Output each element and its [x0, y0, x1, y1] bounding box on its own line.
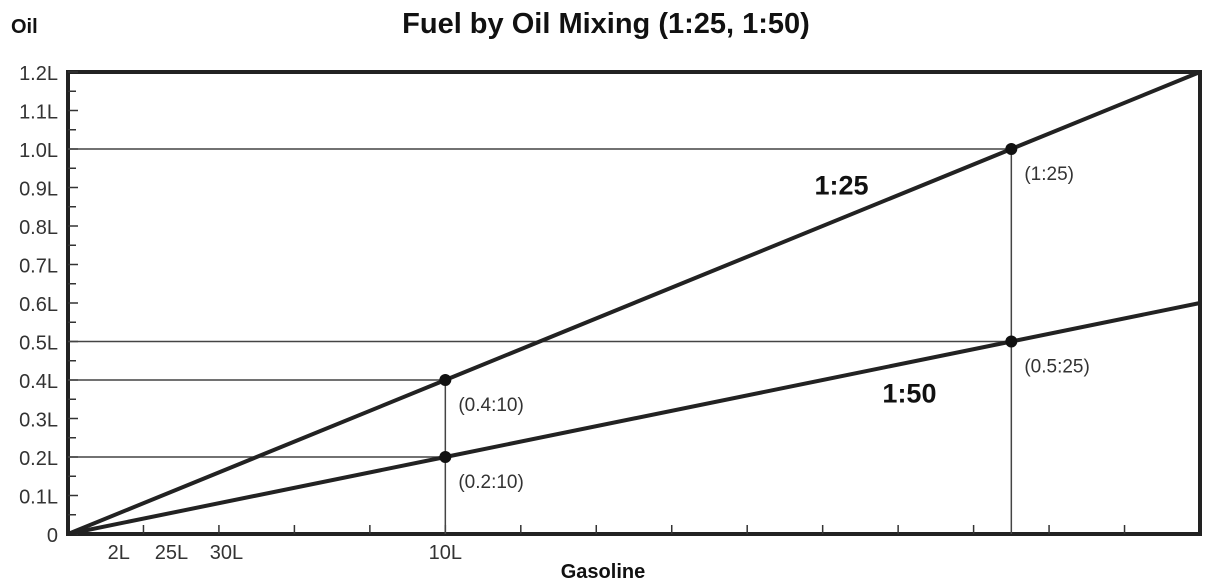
data-point [439, 451, 452, 463]
y-tick-label: 0.4L [19, 371, 58, 393]
data-point [1005, 335, 1018, 348]
y-axis-title: Oil [11, 16, 38, 38]
point-annotation: (0.4:10) [458, 395, 523, 416]
y-tick-label: 0 [47, 525, 58, 547]
point-annotation: (0.2:10) [458, 472, 523, 493]
chart-title: Fuel by Oil Mixing (1:25, 1:50) [402, 8, 810, 40]
point-annotation: (1:25) [1024, 164, 1074, 185]
y-tick-label: 0.7L [19, 256, 58, 278]
series-line [67, 301, 1201, 536]
y-tick-label: 0.6L [19, 294, 58, 316]
series-line [67, 70, 1201, 536]
x-tick-label: 10L [429, 542, 462, 564]
data-point [1005, 143, 1018, 155]
y-tick-label: 0.9L [19, 179, 58, 201]
data-point [439, 374, 452, 386]
plot-area: 0 0.1L 0.2L 0.3L 0.4L 0.5L 0.6L 0.7L 0.8L 0.9L 1.0… [19, 63, 1202, 564]
x-tick-label: 25L [155, 542, 188, 564]
y-tick-label: 0.5L [19, 333, 58, 355]
y-tick-label: 1.1L [19, 102, 58, 124]
y-tick-label: 0.8L [19, 217, 58, 239]
series-label: 1:50 [882, 378, 936, 408]
y-tick-label: 1.0L [19, 140, 58, 162]
x-axis-title: Gasoline [561, 561, 645, 583]
y-tick-label: 0.2L [19, 448, 58, 470]
y-tick-label: 0.1L [19, 487, 58, 509]
y-tick-label: 0.3L [19, 410, 58, 432]
x-tick-label: 30L [210, 542, 243, 564]
series-label: 1:25 [815, 170, 869, 200]
x-tick-label: 2L [108, 542, 130, 564]
y-tick-label: 1.2L [19, 63, 58, 85]
point-annotation: (0.5:25) [1024, 357, 1089, 378]
